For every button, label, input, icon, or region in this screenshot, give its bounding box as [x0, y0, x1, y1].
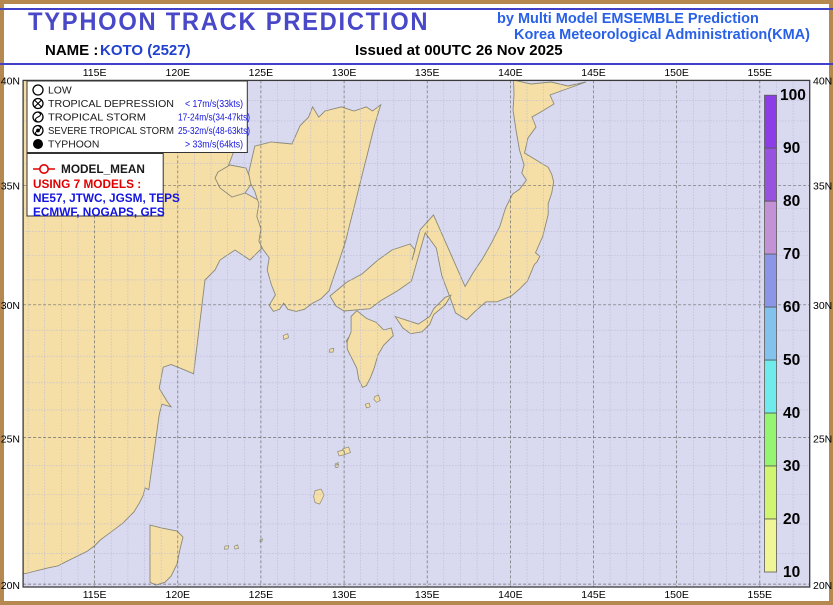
- svg-text:30: 30: [783, 458, 800, 475]
- svg-text:40: 40: [783, 405, 800, 422]
- svg-text:60: 60: [783, 299, 800, 316]
- svg-text:70: 70: [783, 246, 800, 263]
- svg-text:100: 100: [780, 87, 806, 104]
- svg-text:20: 20: [783, 511, 800, 528]
- svg-text:80: 80: [783, 193, 800, 210]
- svg-text:50: 50: [783, 352, 800, 369]
- svg-text:10: 10: [783, 564, 800, 581]
- svg-text:90: 90: [783, 140, 800, 157]
